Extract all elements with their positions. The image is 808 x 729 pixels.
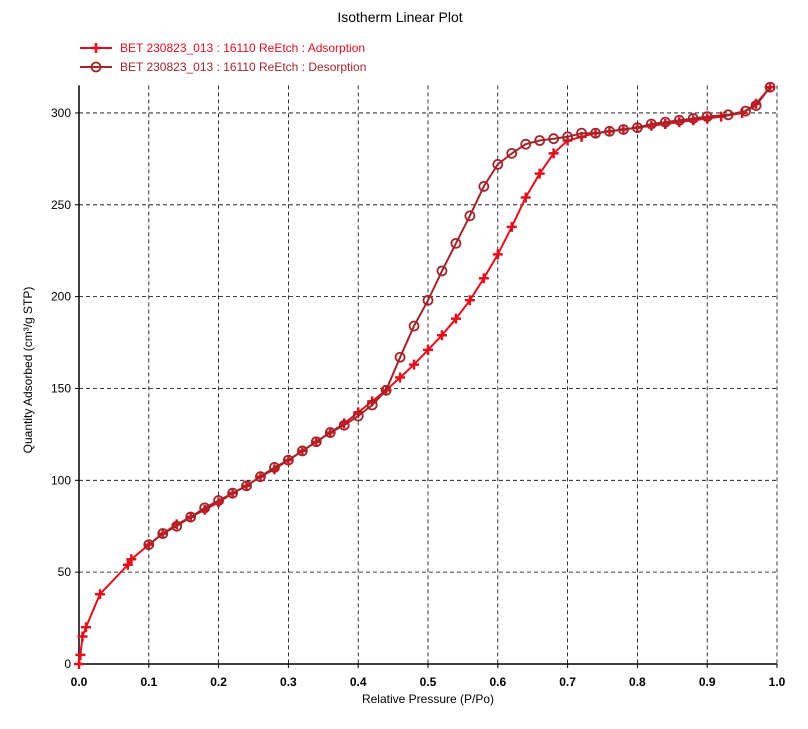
data-point — [241, 480, 252, 492]
data-point — [562, 131, 573, 143]
data-point — [450, 237, 462, 249]
data-point — [199, 502, 211, 514]
data-point — [548, 133, 560, 145]
data-point — [213, 495, 225, 506]
data-point — [171, 520, 183, 532]
data-point — [534, 135, 546, 146]
series-line — [148, 86, 771, 546]
data-point — [227, 487, 238, 499]
data-point — [604, 125, 615, 137]
data-point — [520, 192, 531, 203]
series-line — [78, 86, 771, 665]
data-point — [722, 109, 734, 121]
chart-title: Isotherm Linear Plot — [337, 9, 462, 25]
y-tick-label: 100 — [51, 473, 71, 487]
x-tick-label: 0.3 — [280, 675, 297, 689]
data-point — [534, 168, 545, 179]
x-tick-label: 0.4 — [350, 675, 367, 689]
data-point — [310, 436, 322, 448]
data-point — [423, 344, 433, 355]
legend-marker — [90, 61, 102, 73]
data-point — [492, 249, 503, 260]
data-point — [506, 147, 518, 159]
data-point — [492, 158, 504, 170]
data-point — [740, 105, 751, 117]
data-point — [255, 471, 266, 483]
data-point — [282, 454, 294, 466]
data-point — [269, 462, 280, 473]
data-point — [450, 313, 461, 324]
data-point — [75, 649, 86, 660]
data-point — [764, 81, 776, 93]
data-point — [659, 116, 671, 128]
y-tick-label: 0 — [64, 657, 71, 671]
x-tick-label: 0.7 — [559, 675, 576, 689]
legend-marker — [91, 43, 101, 53]
y-tick-label: 300 — [51, 106, 71, 120]
data-point — [157, 528, 169, 539]
data-point — [687, 113, 699, 124]
legend-label: BET 230823_013 : 16110 ReEtch : Desorpti… — [120, 60, 366, 74]
data-point — [464, 295, 475, 306]
data-point — [478, 273, 489, 284]
y-axis-label: Quantity Adsorbed (cm³/g STP) — [21, 287, 35, 454]
data-point — [296, 445, 308, 457]
data-point — [338, 419, 350, 431]
x-tick-label: 0.5 — [420, 675, 437, 689]
data-point — [436, 265, 448, 277]
y-tick-label: 250 — [51, 198, 71, 212]
x-tick-label: 0.0 — [71, 675, 88, 689]
data-point — [80, 622, 91, 633]
data-point — [143, 539, 155, 551]
y-tick-label: 50 — [58, 565, 72, 579]
legend-label: BET 230823_013 : 16110 ReEtch : Adsorpti… — [120, 41, 365, 55]
data-point — [366, 399, 378, 411]
x-tick-label: 1.0 — [769, 675, 786, 689]
data-point — [701, 111, 713, 123]
x-tick-label: 0.6 — [489, 675, 506, 689]
data-point — [478, 181, 490, 192]
data-point — [506, 221, 517, 232]
data-point — [409, 359, 420, 370]
y-tick-label: 200 — [51, 290, 71, 304]
data-point — [126, 554, 137, 565]
x-tick-label: 0.2 — [210, 675, 227, 689]
data-point — [645, 118, 657, 130]
data-point — [750, 100, 762, 112]
data-point — [464, 210, 476, 222]
x-tick-label: 0.8 — [629, 675, 646, 689]
data-point — [618, 124, 629, 135]
data-point — [394, 351, 406, 363]
data-point — [408, 320, 420, 332]
data-point — [185, 511, 197, 523]
data-point — [74, 659, 84, 669]
x-axis-label: Relative Pressure (P/Po) — [362, 692, 494, 706]
data-point — [422, 294, 434, 306]
data-point — [122, 559, 133, 570]
x-tick-label: 0.1 — [140, 675, 157, 689]
data-point — [94, 589, 105, 600]
data-point — [590, 127, 601, 139]
y-tick-label: 150 — [51, 381, 71, 395]
data-point — [436, 330, 447, 341]
data-point — [520, 138, 532, 150]
data-point — [352, 410, 364, 422]
x-tick-label: 0.9 — [699, 675, 716, 689]
data-point — [395, 372, 406, 383]
data-point — [324, 427, 336, 438]
data-point — [673, 114, 685, 126]
data-point — [576, 127, 587, 139]
data-point — [77, 631, 88, 642]
data-point — [632, 122, 643, 134]
data-point — [143, 539, 154, 550]
data-point — [548, 148, 559, 159]
data-point — [380, 384, 392, 396]
